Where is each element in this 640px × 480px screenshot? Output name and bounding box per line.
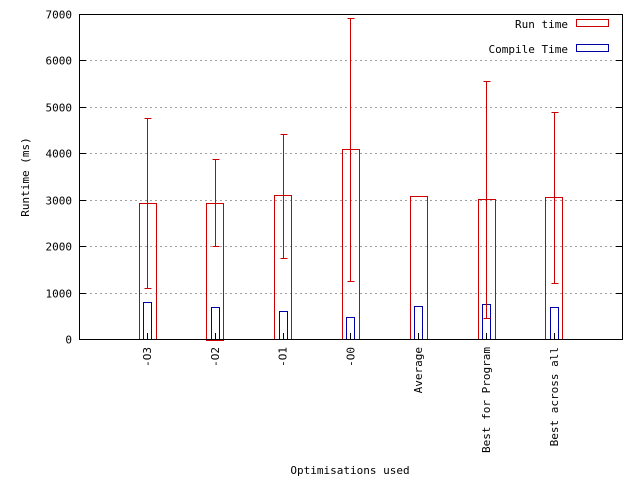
bar-run-time (410, 196, 428, 340)
y-tick-label: 3000 (46, 195, 73, 208)
y-tick-label: 2000 (46, 241, 73, 254)
legend: Run time Compile Time (489, 18, 609, 56)
x-axis-label: Optimisations used (290, 464, 409, 477)
y-tick-label: 7000 (46, 9, 73, 22)
y-ticks: 0 1000 2000 3000 4000 5000 6000 7000 (46, 9, 622, 347)
x-tick-label: -O1 (277, 347, 290, 367)
x-tick-labels: -O3 -O2 -O1 -O0 Average Best for Program Best … (141, 333, 561, 453)
y-axis-label: Runtime (ms) (19, 137, 32, 216)
error-bars (144, 18, 559, 319)
x-tick-label: -O0 (344, 347, 357, 367)
y-tick-label: 0 (65, 334, 72, 347)
x-tick-label: -O3 (141, 347, 154, 367)
legend-swatch-run-time (576, 19, 609, 27)
x-tick-label: -O2 (209, 347, 222, 367)
y-tick-label: 4000 (46, 148, 73, 161)
plot-frame (79, 14, 623, 340)
x-tick-label: Best for Program (480, 347, 493, 453)
legend-label-run-time: Run time (515, 18, 568, 31)
legend-swatch-compile-time (576, 44, 609, 52)
legend-label-compile-time: Compile Time (489, 43, 568, 56)
y-tick-label: 6000 (46, 55, 73, 68)
y-tick-label: 1000 (46, 288, 73, 301)
x-tick-label: Average (412, 347, 425, 393)
x-tick-label: Best across all (548, 347, 561, 446)
y-tick-label: 5000 (46, 102, 73, 115)
